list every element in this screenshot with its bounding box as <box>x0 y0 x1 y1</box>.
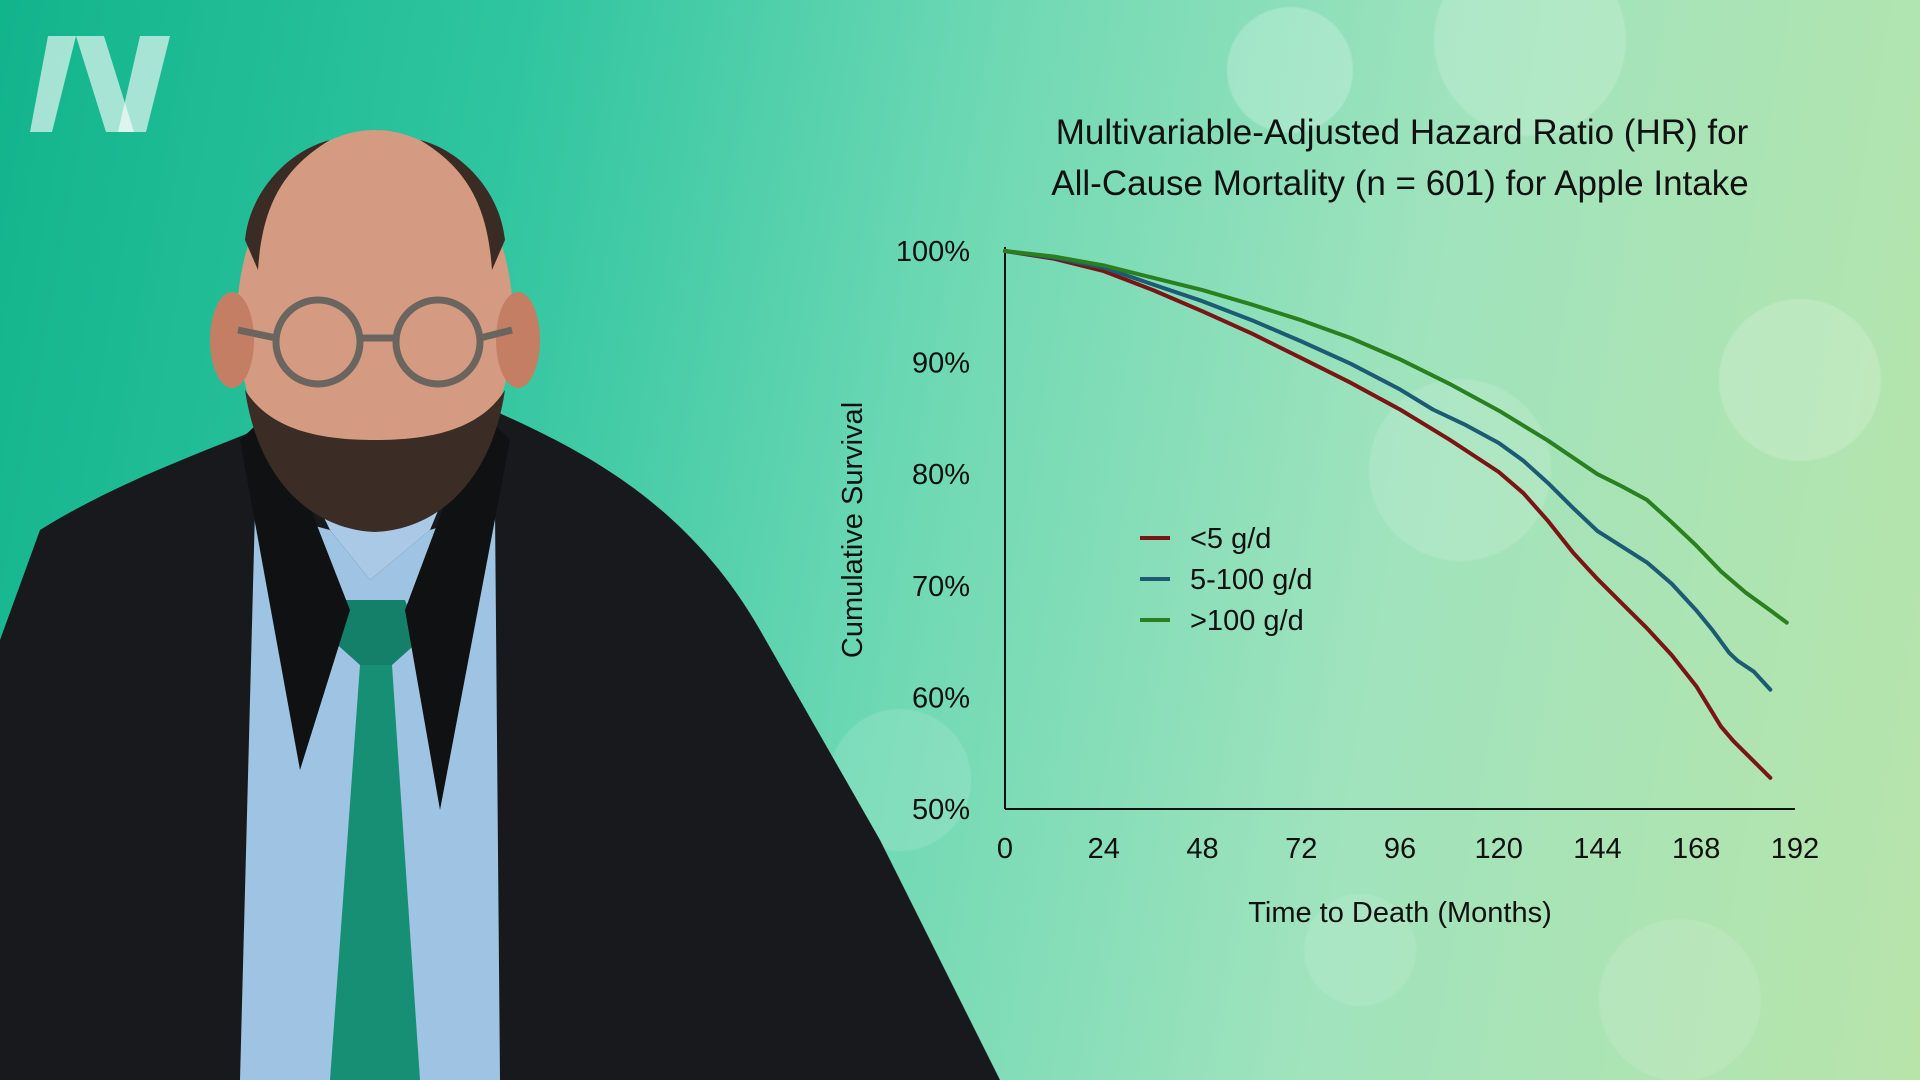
series-line-1 <box>1003 249 1773 780</box>
x-tick-label: 24 <box>1088 833 1120 865</box>
chart-legend: <5 g/d 5-100 g/d >100 g/d <box>1140 523 1313 637</box>
y-tick-labels: 100% 90% 80% 70% 60% 50% <box>896 236 970 826</box>
tie <box>330 600 420 1080</box>
legend-label: 5-100 g/d <box>1190 564 1313 596</box>
y-tick-label: 60% <box>912 682 970 714</box>
head <box>210 130 540 532</box>
series-lines <box>1003 249 1789 780</box>
x-tick-label: 48 <box>1186 833 1218 865</box>
legend-label: >100 g/d <box>1190 605 1304 637</box>
x-tick-label: 168 <box>1672 833 1720 865</box>
y-tick-label: 50% <box>912 794 970 826</box>
glasses <box>237 296 513 388</box>
y-tick-label: 80% <box>912 459 970 491</box>
x-tick-label: 192 <box>1771 833 1819 865</box>
x-tick-label: 0 <box>997 833 1013 865</box>
x-axis-label: Time to Death (Months) <box>1248 897 1552 929</box>
y-tick-label: 100% <box>896 236 970 268</box>
series-line-3 <box>1003 249 1789 625</box>
chart-title-line-2: All-Cause Mortality (n = 601) for Apple … <box>1051 164 1748 203</box>
chart-title-line-1: Multivariable-Adjusted Hazard Ratio (HR)… <box>1056 113 1749 152</box>
series-line-2 <box>1003 249 1773 692</box>
x-tick-label: 144 <box>1573 833 1621 865</box>
y-tick-label: 70% <box>912 571 970 603</box>
x-tick-label: 96 <box>1384 833 1416 865</box>
presenter-figure <box>0 130 1000 1080</box>
y-axis-label: Cumulative Survival <box>837 402 869 658</box>
nutritionfacts-logo <box>30 36 170 132</box>
chart-axes <box>1004 247 1795 810</box>
x-tick-labels: 0 24 48 72 96 120 144 168 192 <box>997 833 1819 865</box>
legend-label: <5 g/d <box>1190 523 1271 555</box>
x-tick-label: 120 <box>1475 833 1523 865</box>
x-tick-label: 72 <box>1285 833 1317 865</box>
chart-title: Multivariable-Adjusted Hazard Ratio (HR)… <box>1051 113 1748 203</box>
y-tick-label: 90% <box>912 348 970 380</box>
lapels <box>240 410 510 810</box>
